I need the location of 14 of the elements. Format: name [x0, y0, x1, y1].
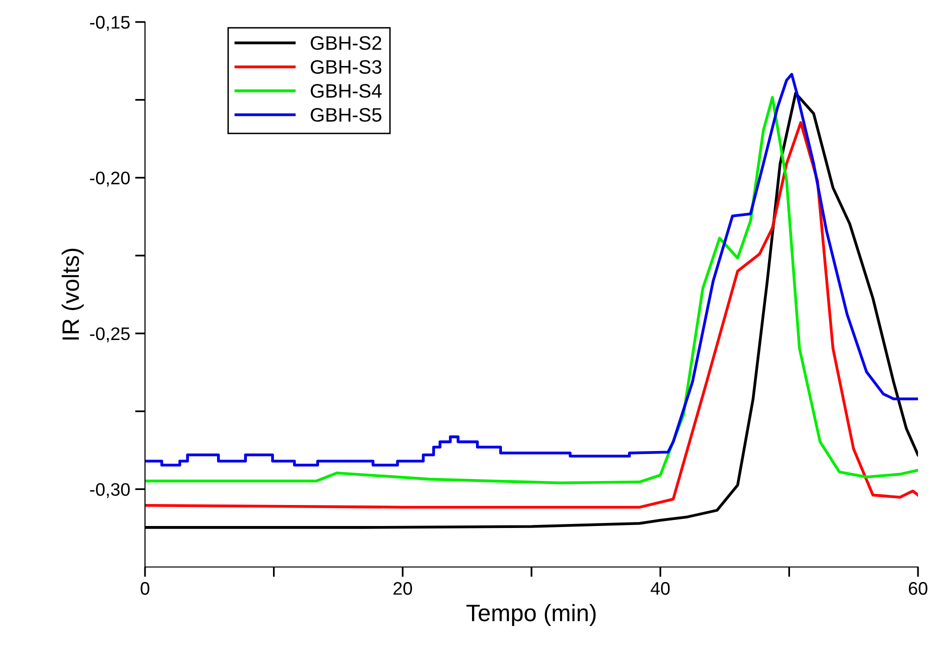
x-axis-title: Tempo (min) [466, 604, 596, 626]
y-tick-label: -0,25 [90, 327, 130, 342]
y-tick-label: -0,20 [90, 172, 130, 187]
legend-label: GBH-S5 [310, 108, 382, 122]
legend-label: GBH-S3 [310, 60, 382, 74]
y-tick-label: -0,15 [90, 16, 130, 31]
legend-label: GBH-S4 [310, 84, 382, 98]
x-tick-label: 40 [650, 582, 670, 595]
y-axis-title: IR (volts) [62, 248, 84, 340]
x-tick-label: 0 [140, 582, 150, 595]
x-tick-label: 60 [908, 582, 928, 595]
legend-label: GBH-S2 [310, 36, 382, 50]
x-tick-label: 20 [394, 582, 412, 595]
y-tick-label: -0,30 [90, 483, 130, 498]
